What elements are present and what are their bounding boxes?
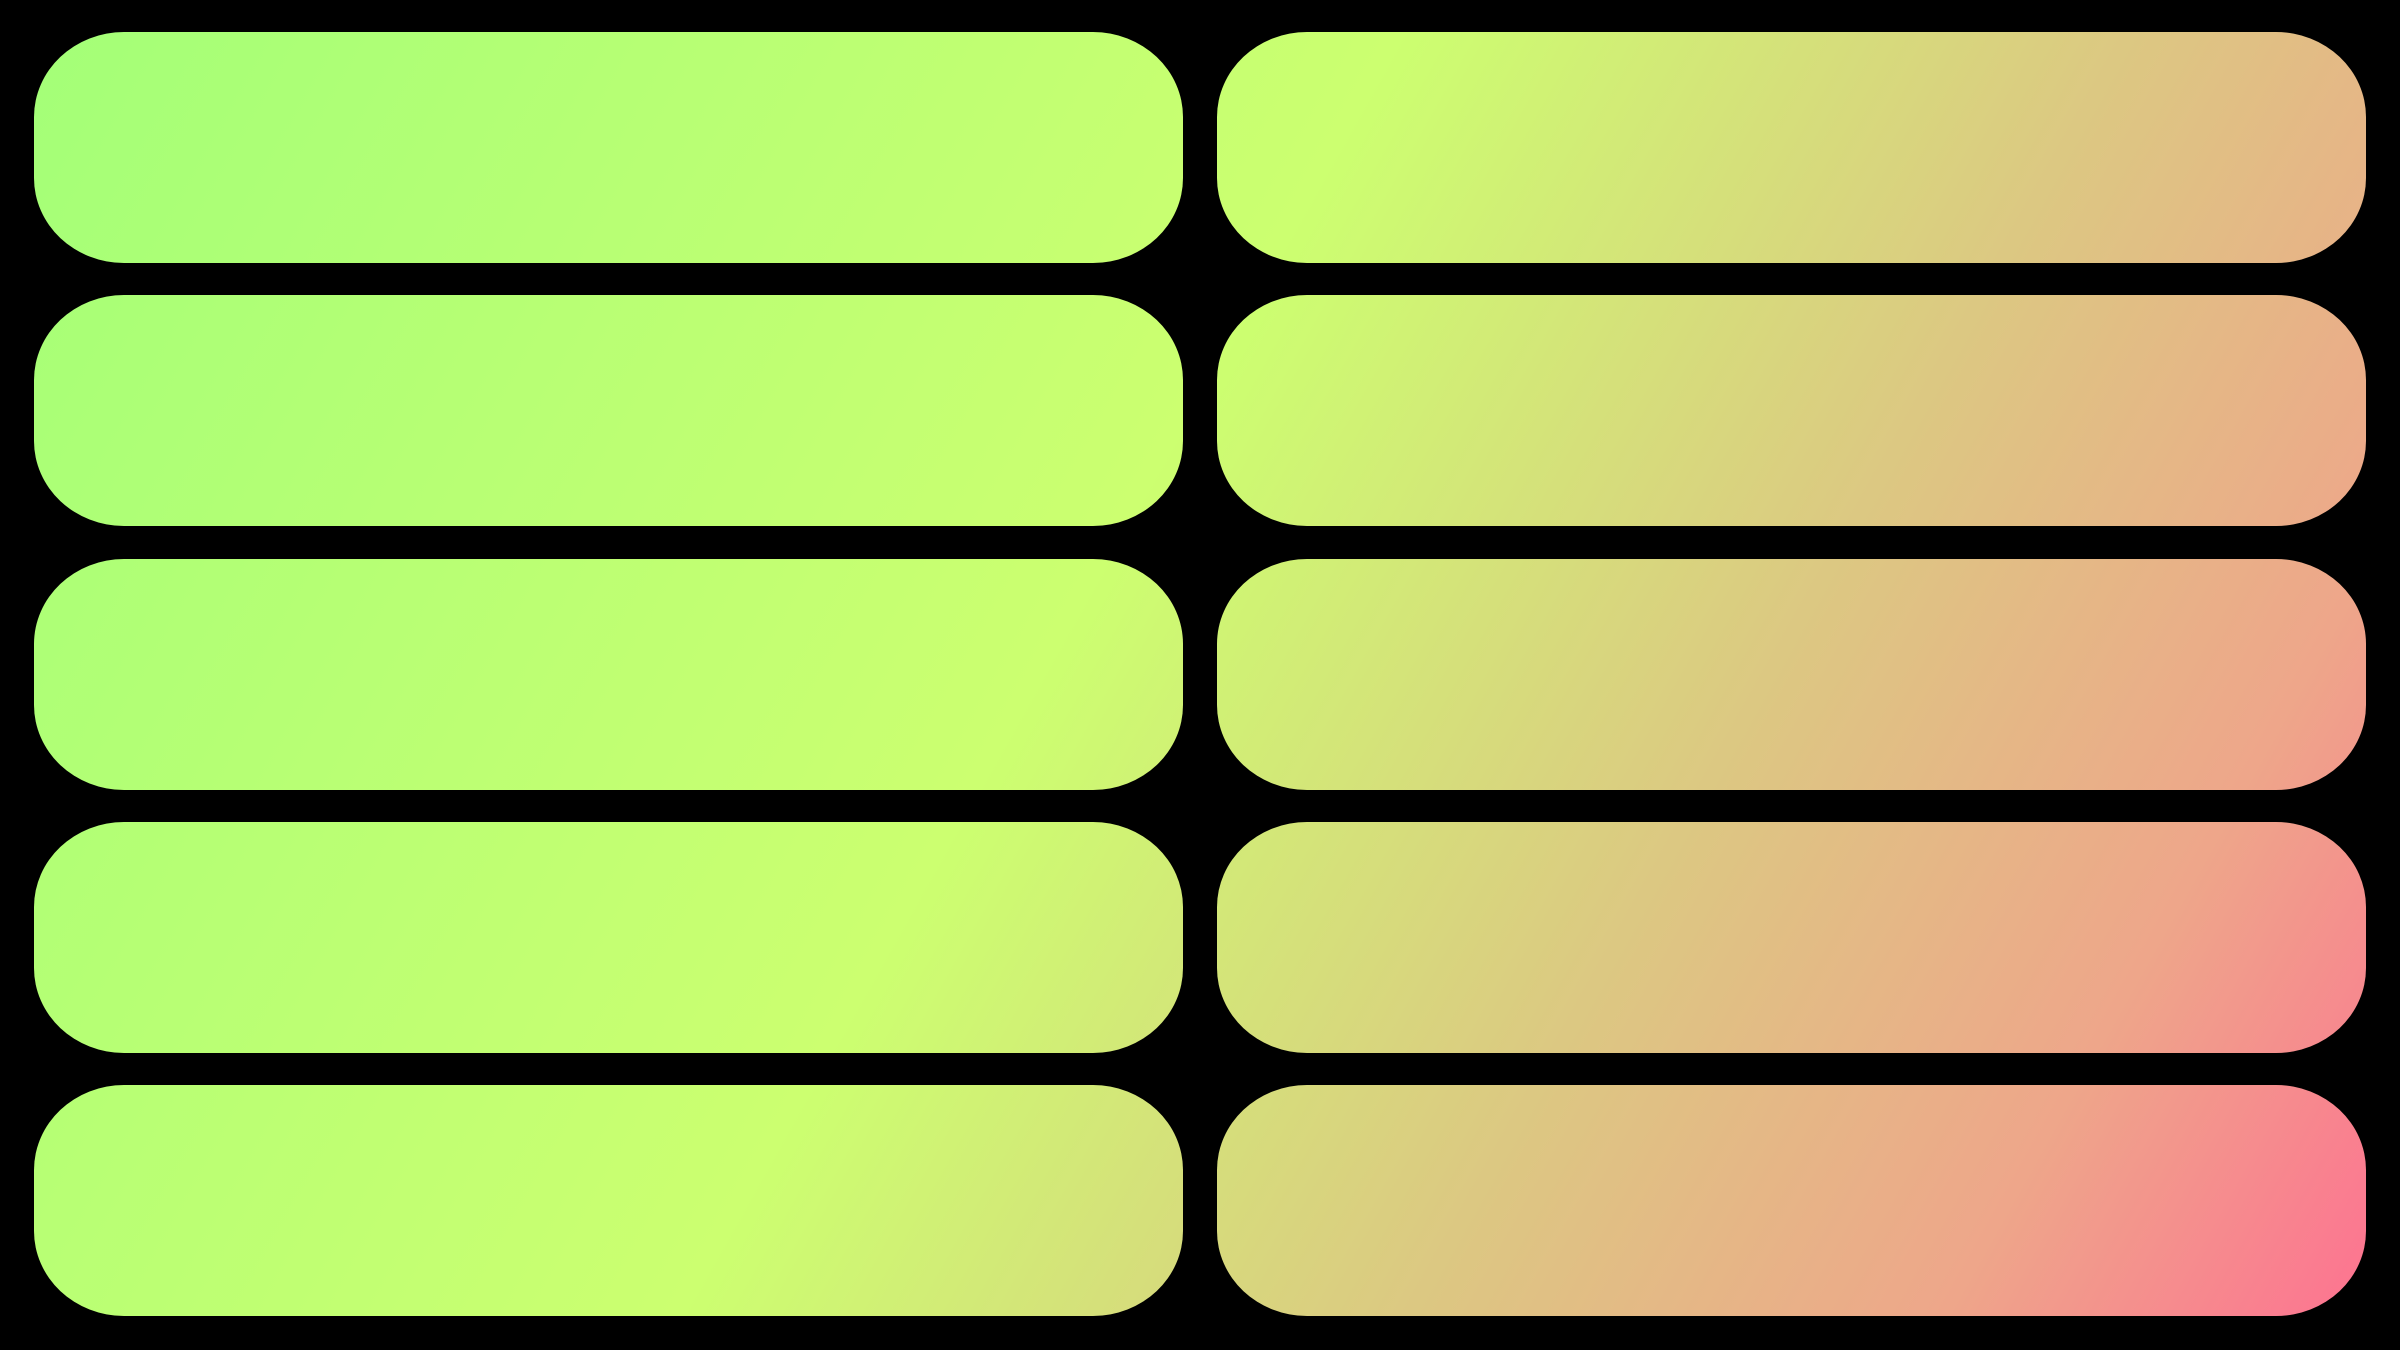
tile	[34, 559, 1183, 790]
tile	[1217, 1085, 2366, 1316]
tile	[34, 32, 1183, 263]
tile	[34, 822, 1183, 1053]
tile	[34, 295, 1183, 526]
tile	[34, 1085, 1183, 1316]
tile	[1217, 822, 2366, 1053]
tile	[1217, 295, 2366, 526]
tile	[1217, 559, 2366, 790]
tile	[1217, 32, 2366, 263]
